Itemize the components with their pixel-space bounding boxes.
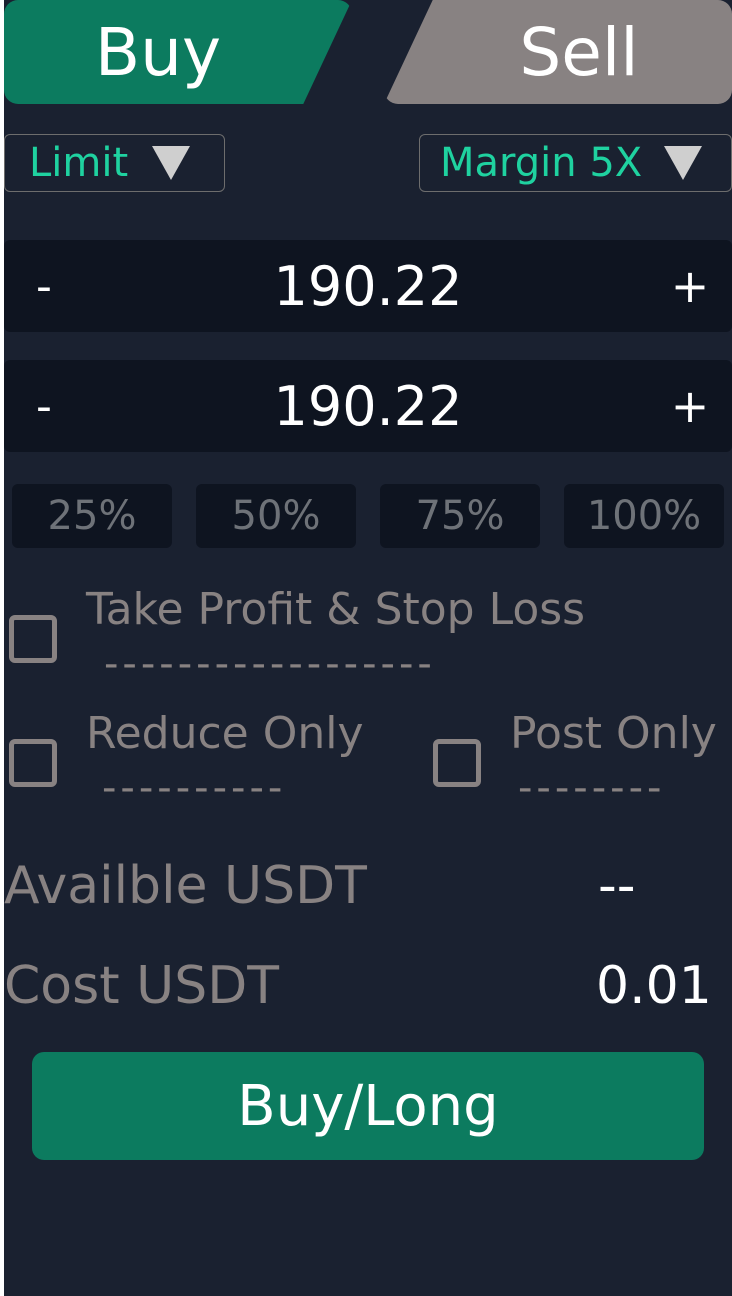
tab-sell-label: Sell — [519, 13, 639, 91]
triangle-down-icon — [664, 146, 703, 180]
cost-usdt-value: 0.01 — [596, 956, 712, 1016]
buy-long-button[interactable]: Buy/Long — [32, 1052, 704, 1160]
percent-100-button[interactable]: 100% — [564, 484, 724, 548]
percent-50-button[interactable]: 50% — [196, 484, 356, 548]
price-increment-button[interactable]: + — [670, 259, 710, 313]
amount-decrement-button[interactable]: - — [36, 380, 52, 432]
post-only-label[interactable]: Post Only — [510, 708, 717, 759]
tp-sl-checkbox[interactable] — [9, 615, 57, 663]
order-type-value: Limit — [29, 140, 129, 186]
reduce-only-underline: ---------- — [102, 765, 287, 811]
percent-75-button[interactable]: 75% — [380, 484, 540, 548]
amount-input[interactable]: 190.22 — [273, 374, 463, 438]
tp-sl-label[interactable]: Take Profit & Stop Loss — [86, 584, 586, 635]
margin-dropdown[interactable]: Margin 5X — [419, 134, 732, 192]
price-decrement-button[interactable]: - — [36, 260, 52, 312]
cost-usdt-label: Cost USDT — [4, 956, 280, 1016]
triangle-down-icon — [152, 146, 191, 180]
amount-stepper: - 190.22 + — [4, 360, 732, 452]
buy-long-label: Buy/Long — [237, 1073, 499, 1139]
margin-value: Margin 5X — [440, 140, 643, 186]
amount-increment-button[interactable]: + — [670, 379, 710, 433]
reduce-only-label[interactable]: Reduce Only — [86, 708, 364, 759]
tab-buy[interactable]: Buy — [4, 0, 352, 104]
post-only-checkbox[interactable] — [433, 739, 481, 787]
percent-25-button[interactable]: 25% — [12, 484, 172, 548]
tab-sell[interactable]: Sell — [384, 0, 732, 104]
post-only-underline: -------- — [518, 765, 666, 811]
available-usdt-value: -- — [598, 856, 636, 916]
tp-sl-underline: ------------------ — [104, 641, 436, 687]
price-stepper: - 190.22 + — [4, 240, 732, 332]
order-type-dropdown[interactable]: Limit — [4, 134, 225, 192]
reduce-only-checkbox[interactable] — [9, 739, 57, 787]
price-input[interactable]: 190.22 — [273, 254, 463, 318]
tab-buy-label: Buy — [94, 13, 222, 91]
available-usdt-label: Availble USDT — [4, 856, 367, 916]
